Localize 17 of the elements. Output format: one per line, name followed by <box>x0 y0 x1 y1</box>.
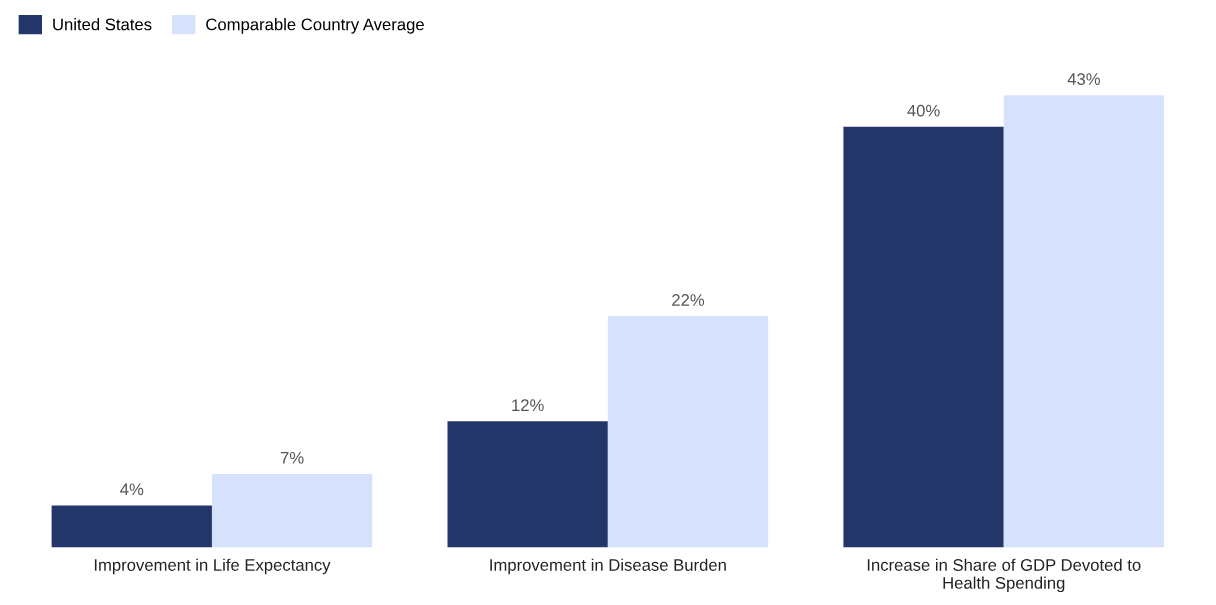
x-tick-label: Improvement in Disease Burden <box>490 558 726 575</box>
bar <box>447 421 608 548</box>
bar <box>843 126 1004 548</box>
x-tick-label: Improvement in Life Expectancy <box>94 558 331 575</box>
bar <box>1003 95 1165 548</box>
data-label: 4% <box>120 483 144 496</box>
bar <box>211 473 373 548</box>
legend-label: United States <box>53 18 152 31</box>
data-label: 40% <box>907 104 940 117</box>
legend-label: Comparable Country Average <box>206 18 424 34</box>
bar <box>51 505 212 548</box>
data-label: 22% <box>672 294 705 306</box>
x-tick-label: Increase in Share of GDP Devoted to Health Spending <box>867 558 1141 593</box>
data-label: 7% <box>280 451 304 464</box>
data-label: 12% <box>512 399 544 411</box>
bar <box>607 316 769 548</box>
data-label: 43% <box>1067 73 1100 85</box>
